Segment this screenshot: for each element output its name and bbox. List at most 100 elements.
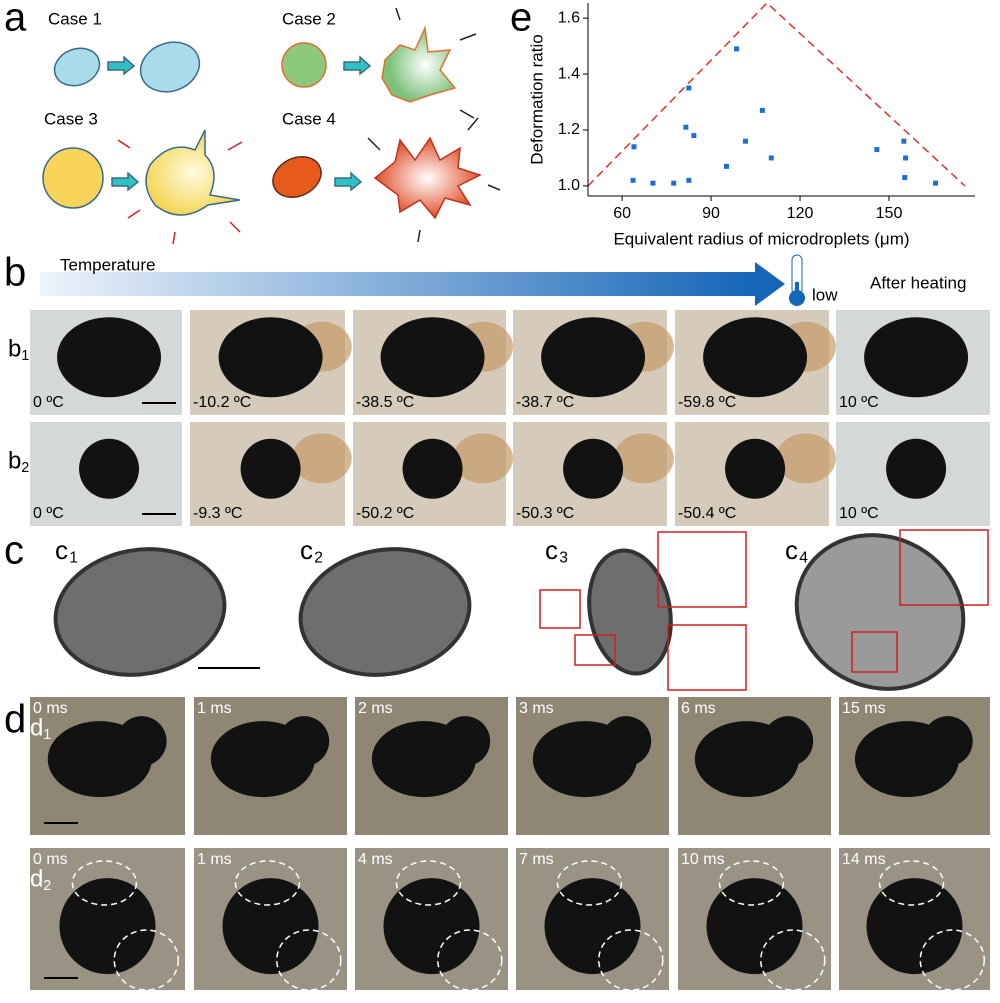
marker-circle bbox=[234, 860, 301, 906]
burst-lines bbox=[367, 7, 501, 243]
sub-panel-index: 4 bbox=[799, 550, 808, 567]
particle bbox=[53, 547, 227, 677]
point bbox=[631, 144, 637, 150]
droplet-lobe bbox=[440, 716, 491, 767]
droplet bbox=[240, 438, 301, 499]
point bbox=[759, 107, 765, 113]
marker-circle bbox=[556, 860, 623, 906]
bound-triangle bbox=[587, 1, 966, 187]
panel-label: a bbox=[4, 0, 27, 40]
point bbox=[630, 177, 636, 183]
droplet bbox=[864, 317, 969, 398]
inset-box bbox=[657, 531, 747, 608]
point bbox=[734, 46, 740, 52]
inset-box bbox=[574, 634, 616, 666]
particle bbox=[794, 533, 966, 691]
marker-circle bbox=[395, 860, 462, 906]
sub-panel-index: 2 bbox=[314, 550, 323, 567]
time-label: 6 ms bbox=[681, 700, 716, 717]
inset-box bbox=[851, 631, 898, 673]
droplet bbox=[59, 878, 156, 975]
marker-circle bbox=[878, 860, 945, 906]
point bbox=[683, 124, 689, 130]
sub-panel-label: b bbox=[8, 335, 21, 362]
time-label: 4 ms bbox=[358, 851, 393, 868]
case-label: Case 4 bbox=[282, 109, 336, 128]
temperature-label: -38.5 ºC bbox=[356, 394, 414, 411]
sub-panel-label: d bbox=[30, 865, 43, 892]
x-tick-label: 150 bbox=[876, 205, 903, 222]
sub-panel-label: d bbox=[30, 714, 43, 741]
sub-panel-index: 1 bbox=[43, 727, 51, 743]
droplet bbox=[79, 438, 140, 499]
point bbox=[874, 147, 880, 153]
thermometer bbox=[789, 254, 805, 306]
arrow-label: Temperature bbox=[60, 255, 155, 274]
time-label: 1 ms bbox=[197, 700, 232, 717]
sub-panel-label: c bbox=[785, 535, 798, 565]
particle bbox=[587, 548, 673, 676]
time-label: 14 ms bbox=[842, 851, 886, 868]
temperature-label: 10 ºC bbox=[839, 505, 879, 522]
sub-panel-label: c bbox=[300, 535, 313, 565]
x-axis-label: Equivalent radius of microdroplets (μm) bbox=[613, 229, 909, 248]
droplet-lobe bbox=[922, 716, 973, 767]
case-label: Case 3 bbox=[44, 109, 98, 128]
panel-label: e bbox=[510, 0, 532, 40]
droplet bbox=[222, 878, 319, 975]
droplet bbox=[725, 438, 786, 499]
sub-panel-index: 1 bbox=[21, 348, 29, 364]
y-tick-label: 1.2 bbox=[558, 121, 580, 138]
temperature-label: 0 ºC bbox=[33, 505, 64, 522]
droplet bbox=[541, 317, 646, 398]
sub-panel-index: 2 bbox=[21, 460, 29, 476]
time-label: 15 ms bbox=[842, 700, 886, 717]
y-tick-label: 1.0 bbox=[558, 177, 580, 194]
x-tick-label: 60 bbox=[613, 205, 631, 222]
x-tick-label: 120 bbox=[787, 205, 814, 222]
marker-circle bbox=[760, 929, 826, 991]
droplet-lobe bbox=[116, 716, 167, 767]
temperature-label: -59.8 ºC bbox=[678, 394, 736, 411]
marker-circle bbox=[598, 929, 664, 991]
burst-lines-red bbox=[117, 139, 243, 245]
droplet bbox=[886, 438, 947, 499]
marker-circle bbox=[276, 929, 342, 991]
point bbox=[903, 155, 909, 161]
marker-circle bbox=[919, 929, 985, 991]
temperature-label: 0 ºC bbox=[33, 394, 64, 411]
sub-panel-label: c bbox=[55, 535, 68, 565]
point bbox=[742, 138, 748, 144]
marker-circle bbox=[437, 929, 503, 991]
after-label: After heating bbox=[870, 273, 966, 292]
point bbox=[723, 163, 729, 169]
point bbox=[671, 180, 677, 186]
sub-panel-index: 2 bbox=[43, 878, 51, 894]
point bbox=[768, 155, 774, 161]
sub-panel-index: 3 bbox=[559, 550, 568, 567]
sub-panel-label: c bbox=[545, 535, 558, 565]
temperature-label: -50.3 ºC bbox=[516, 505, 574, 522]
panel-label: b bbox=[4, 251, 26, 295]
time-label: 3 ms bbox=[519, 700, 554, 717]
droplet bbox=[866, 878, 963, 975]
temperature-label: 10 ºC bbox=[839, 394, 879, 411]
droplet bbox=[703, 317, 808, 398]
sub-panel-index: 1 bbox=[69, 550, 78, 567]
inset-box bbox=[539, 589, 581, 629]
inset-box bbox=[899, 529, 989, 606]
schematics bbox=[42, 25, 482, 220]
particle bbox=[298, 547, 472, 677]
marker-circle bbox=[71, 860, 138, 906]
droplet-lobe bbox=[601, 716, 652, 767]
point bbox=[901, 138, 907, 144]
marker-circle bbox=[718, 860, 785, 906]
point bbox=[686, 85, 692, 91]
point bbox=[691, 133, 697, 139]
time-label: 0 ms bbox=[33, 851, 68, 868]
point bbox=[902, 175, 908, 181]
droplet bbox=[544, 878, 641, 975]
point bbox=[650, 180, 656, 186]
time-label: 1 ms bbox=[197, 851, 232, 868]
